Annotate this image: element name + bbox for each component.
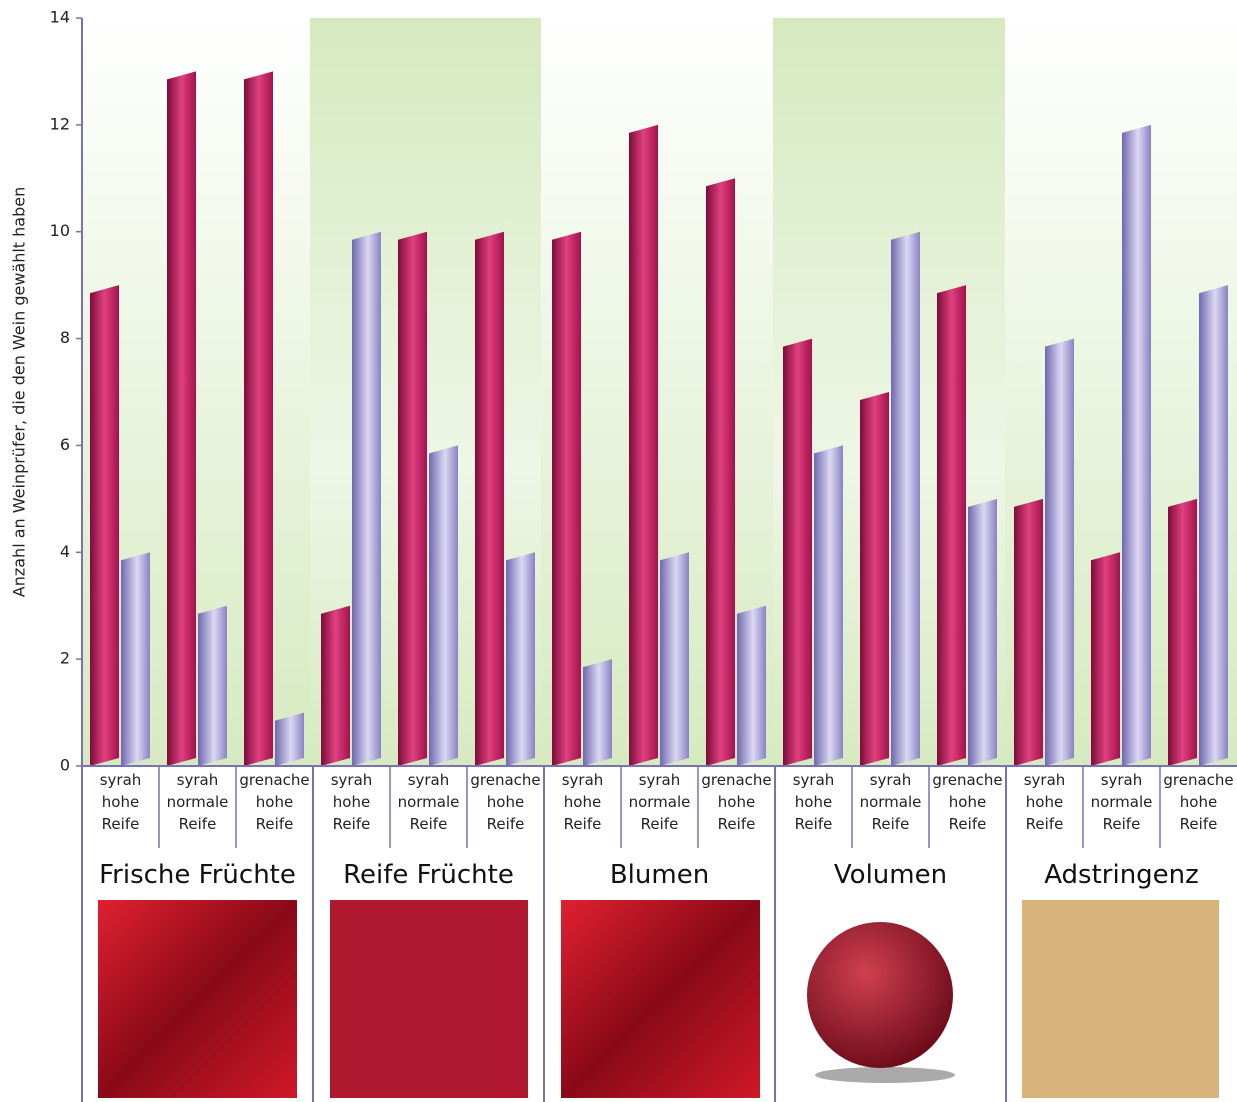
y-tick-label: 4	[60, 542, 70, 561]
x-tick-label-text: syrah hohe Reife	[1023, 771, 1066, 833]
bar	[737, 605, 766, 766]
y-tick-label: 14	[50, 8, 70, 27]
group-label-text: Blumen	[609, 860, 710, 890]
x-tick-label-text: syrah normale Reife	[859, 771, 922, 833]
group-label: Adstringenz	[1006, 860, 1237, 890]
x-tick-label: syrah hohe Reife	[82, 769, 159, 835]
bar	[321, 605, 350, 766]
x-tick-label-text: grenache hohe Reife	[701, 771, 772, 833]
x-tick-label-text: syrah hohe Reife	[792, 771, 835, 833]
bar	[1199, 285, 1228, 766]
rose-image	[561, 900, 760, 1098]
group-label: Volumen	[775, 860, 1006, 890]
x-tick-label-text: grenache hohe Reife	[932, 771, 1003, 833]
bar	[968, 498, 997, 766]
bar	[629, 124, 658, 767]
bar	[121, 552, 150, 766]
bar	[506, 552, 535, 766]
x-tick-label: grenache hohe Reife	[698, 769, 775, 835]
bar	[660, 552, 689, 766]
y-tick-label: 12	[50, 114, 70, 133]
group-label-text: Adstringenz	[1044, 860, 1199, 890]
bar	[475, 231, 504, 766]
x-tick-label: syrah normale Reife	[390, 769, 467, 835]
x-tick-label: syrah normale Reife	[159, 769, 236, 835]
bar	[244, 71, 273, 766]
bar	[1045, 338, 1074, 766]
x-tick-label-text: grenache hohe Reife	[239, 771, 310, 833]
bar	[814, 445, 843, 766]
group-label-text: Frische Früchte	[99, 860, 296, 890]
x-tick-label: syrah hohe Reife	[775, 769, 852, 835]
bar	[1014, 498, 1043, 766]
group-label-text: Reife Früchte	[343, 860, 514, 890]
x-tick-label-text: grenache hohe Reife	[470, 771, 541, 833]
bar	[352, 231, 381, 766]
x-tick-label: syrah normale Reife	[1083, 769, 1160, 835]
x-tick-label: syrah hohe Reife	[544, 769, 621, 835]
x-tick-label: grenache hohe Reife	[1160, 769, 1237, 835]
bar	[1091, 552, 1120, 766]
y-tick-label: 6	[60, 435, 70, 454]
bar	[706, 178, 735, 767]
bar	[90, 285, 119, 766]
group-label: Reife Früchte	[313, 860, 544, 890]
group-label-text: Volumen	[833, 860, 948, 890]
bar	[398, 231, 427, 766]
bar	[783, 338, 812, 766]
bar	[167, 71, 196, 766]
x-tick-label: grenache hohe Reife	[236, 769, 313, 835]
bar	[937, 285, 966, 766]
soil-image	[1022, 900, 1219, 1098]
bar	[1122, 124, 1151, 767]
bar	[1168, 498, 1197, 766]
x-tick-label-text: syrah hohe Reife	[99, 771, 142, 833]
group-bg	[1005, 18, 1237, 766]
x-tick-label-text: syrah normale Reife	[166, 771, 229, 833]
y-tick-label: 2	[60, 649, 70, 668]
bar	[552, 231, 581, 766]
ball-image	[807, 922, 953, 1068]
bar	[429, 445, 458, 766]
group-label: Blumen	[544, 860, 775, 890]
bar	[583, 659, 612, 766]
pictures	[98, 900, 1219, 1098]
y-axis-label: Anzahl an Weinprüfer, die den Wein gewäh…	[10, 187, 29, 597]
x-tick-label-text: syrah normale Reife	[397, 771, 460, 833]
y-tick-label: 8	[60, 328, 70, 347]
x-tick-label: syrah hohe Reife	[1006, 769, 1083, 835]
y-tick-label: 0	[60, 756, 70, 775]
x-tick-label: syrah hohe Reife	[313, 769, 390, 835]
group-label: Frische Früchte	[82, 860, 313, 890]
x-tick-label: grenache hohe Reife	[929, 769, 1006, 835]
x-tick-label-text: syrah hohe Reife	[330, 771, 373, 833]
x-tick-label-text: grenache hohe Reife	[1163, 771, 1234, 833]
jam-image	[330, 900, 528, 1098]
bar	[198, 605, 227, 766]
bar	[860, 392, 889, 766]
x-tick-label-text: syrah normale Reife	[1090, 771, 1153, 833]
bar	[275, 712, 304, 766]
x-tick-label-text: syrah hohe Reife	[561, 771, 604, 833]
y-tick-label: 10	[50, 221, 70, 240]
bar	[891, 231, 920, 766]
x-tick-label-text: syrah normale Reife	[628, 771, 691, 833]
raspberry-image	[98, 900, 297, 1098]
x-tick-label: grenache hohe Reife	[467, 769, 544, 835]
x-tick-label: syrah normale Reife	[852, 769, 929, 835]
x-tick-label: syrah normale Reife	[621, 769, 698, 835]
ball-shadow	[815, 1067, 955, 1083]
